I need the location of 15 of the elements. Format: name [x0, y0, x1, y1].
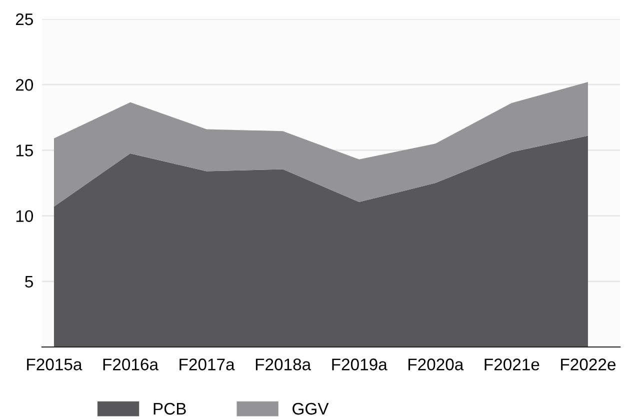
x-tick-label: F2021e: [484, 358, 540, 370]
x-tick-label: F2019a: [332, 358, 388, 370]
x-tick-label: F2017a: [180, 358, 235, 370]
y-tick-label: 20: [16, 79, 34, 91]
y-tick-label: 10: [16, 210, 34, 222]
legend-label: PCB: [154, 402, 186, 415]
legend-label: GGV: [292, 402, 329, 415]
y-tick-label: 25: [16, 13, 33, 26]
x-tick-label: F2022e: [561, 358, 616, 370]
x-tick-label: F2015a: [27, 358, 82, 370]
x-tick-label: F2016a: [103, 358, 159, 370]
x-tick-label: F2018a: [256, 358, 312, 370]
y-tick-label: 5: [25, 276, 33, 288]
y-tick-label: 15: [16, 144, 33, 156]
x-tick-label: F2020a: [408, 358, 464, 370]
